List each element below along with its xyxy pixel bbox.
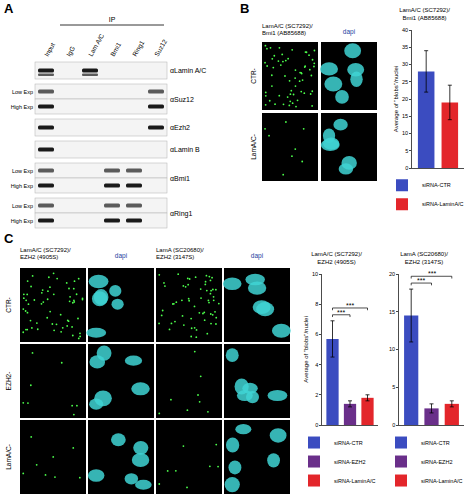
svg-text:IgG: IgG [65,45,77,58]
svg-text:Low Exp: Low Exp [12,89,33,95]
svg-text:25: 25 [402,79,408,85]
svg-text:***: *** [337,309,345,316]
svg-text:CTR-: CTR- [250,68,257,84]
svg-text:LamA/C (SC7292)/EZH2 (4905S): LamA/C (SC7292)/EZH2 (4905S) [311,251,362,265]
svg-text:siRNA-CTR: siRNA-CTR [334,440,363,446]
svg-text:0: 0 [405,165,408,171]
svg-text:siRNA-EZH2: siRNA-EZH2 [421,459,452,465]
svg-text:6: 6 [315,331,318,337]
svg-text:Low Exp: Low Exp [12,203,33,209]
svg-text:siRNA-LaminA/C: siRNA-LaminA/C [334,478,376,484]
svg-text:LamA/C-: LamA/C- [5,444,12,470]
svg-text:C: C [4,231,14,246]
svg-text:High Exp: High Exp [11,218,33,224]
svg-text:LamA/C (SC7292)/Bmi1 (AB85688): LamA/C (SC7292)/Bmi1 (AB85688) [399,7,450,21]
svg-text:15: 15 [389,309,395,315]
svg-text:0: 0 [392,422,395,428]
svg-text:αRing1: αRing1 [170,210,192,218]
svg-text:αSuz12: αSuz12 [170,96,194,103]
svg-text:LamA/C (SC7292)/EZH2 (4905S): LamA/C (SC7292)/EZH2 (4905S) [20,247,71,260]
svg-text:4: 4 [315,362,318,368]
svg-text:B: B [240,1,249,16]
svg-text:20: 20 [402,96,408,102]
svg-text:dapi: dapi [251,252,263,260]
svg-text:High Exp: High Exp [11,104,33,110]
svg-text:2: 2 [315,392,318,398]
svg-text:αLamin B: αLamin B [170,146,200,153]
svg-text:5: 5 [405,148,408,154]
svg-text:Ring1: Ring1 [131,39,147,58]
svg-text:8: 8 [315,301,318,307]
svg-text:***: *** [417,277,425,284]
svg-text:30: 30 [402,61,408,67]
svg-text:LamA (SC20680)/EZH2 (3147S): LamA (SC20680)/EZH2 (3147S) [156,247,204,260]
svg-text:CTR-: CTR- [5,297,12,313]
svg-text:dapi: dapi [115,252,127,260]
svg-text:siRNA-LaminA/C: siRNA-LaminA/C [422,201,464,207]
svg-text:***: *** [428,270,436,277]
svg-text:αLamin A/C: αLamin A/C [170,67,206,74]
svg-text:15: 15 [402,113,408,119]
svg-text:Input: Input [43,41,57,58]
svg-text:10: 10 [402,130,408,136]
svg-text:siRNA-EZH2: siRNA-EZH2 [334,459,365,465]
svg-text:High Exp: High Exp [11,183,33,189]
svg-text:IP: IP [109,16,116,23]
svg-text:Low Exp: Low Exp [12,168,33,174]
svg-text:Suz12: Suz12 [153,38,168,58]
svg-text:35: 35 [402,44,408,50]
svg-text:LamA/C (SC7292)/Bmi1 (AB85688): LamA/C (SC7292)/Bmi1 (AB85688) [262,23,313,36]
svg-text:Average of "blobs"/nuclei: Average of "blobs"/nuclei [393,66,399,133]
svg-text:40: 40 [402,27,408,33]
svg-text:0: 0 [315,422,318,428]
svg-text:Bmi1: Bmi1 [109,41,123,58]
svg-text:siRNA-LaminA/C: siRNA-LaminA/C [421,478,463,484]
svg-text:***: *** [346,302,354,309]
svg-text:20: 20 [389,271,395,277]
svg-text:αBmi1: αBmi1 [170,175,190,182]
svg-text:dapi: dapi [343,28,355,36]
svg-text:Average of "blobs"/nuclei: Average of "blobs"/nuclei [303,316,309,383]
svg-text:Lam A/C: Lam A/C [87,32,106,57]
svg-text:αEzh2: αEzh2 [170,124,190,131]
svg-text:A: A [4,1,14,16]
svg-text:10: 10 [312,271,318,277]
svg-text:LamA/C-: LamA/C- [250,134,257,160]
svg-text:EZH2-: EZH2- [5,372,12,391]
svg-text:LamA (SC20680)/EZH2 (3147S): LamA (SC20680)/EZH2 (3147S) [400,251,448,265]
svg-text:10: 10 [389,346,395,352]
svg-text:siRNA-CTR: siRNA-CTR [422,182,451,188]
svg-text:5: 5 [392,384,395,390]
svg-text:siRNA-CTR: siRNA-CTR [421,440,450,446]
